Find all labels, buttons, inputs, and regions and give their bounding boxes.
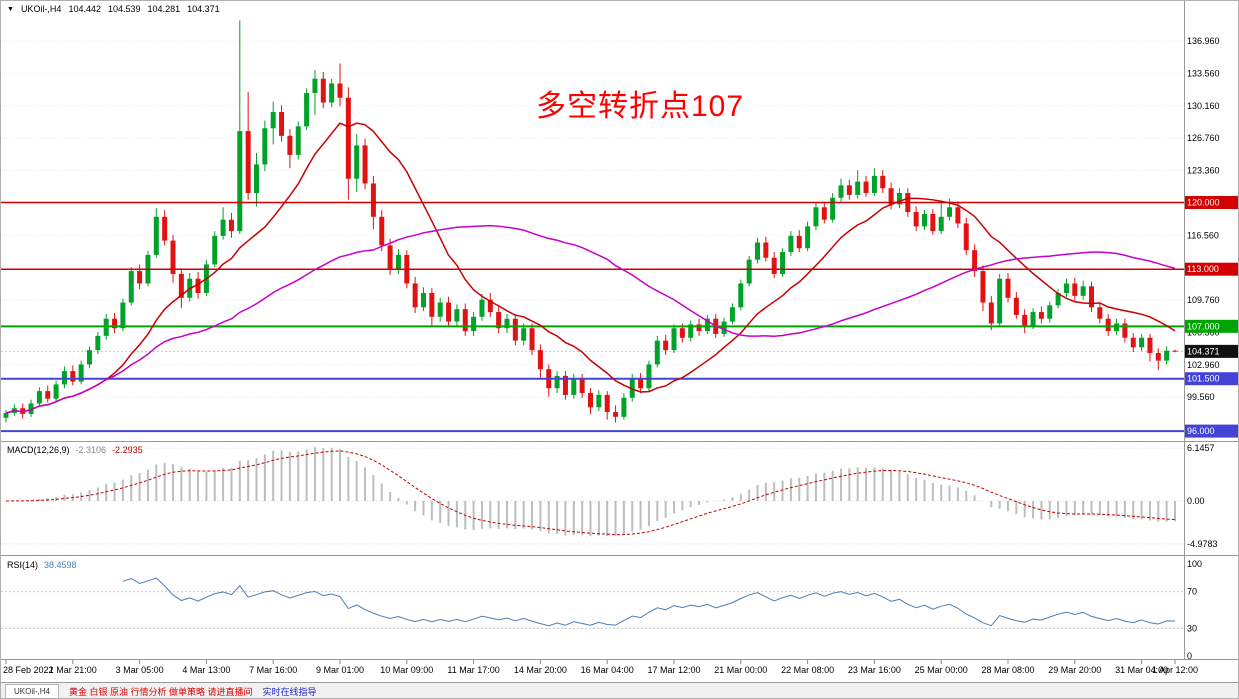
rsi-value: 38.4598: [44, 560, 77, 570]
footer-ticker-blue: 实时在线指导: [262, 687, 317, 697]
svg-text:-4.9783: -4.9783: [1187, 539, 1218, 549]
svg-text:7 Mar 16:00: 7 Mar 16:00: [249, 665, 297, 675]
ohlc-open: 104.442: [68, 4, 101, 14]
svg-text:1 Mar 21:00: 1 Mar 21:00: [49, 665, 97, 675]
svg-text:0: 0: [1187, 651, 1192, 661]
price-levels[interactable]: 120.000 113.000 107.000 101.500 96.000: [1, 196, 1239, 438]
symbol-marker-icon: ▼: [7, 5, 14, 13]
rsi-line: [122, 577, 1176, 627]
svg-text:99.560: 99.560: [1187, 392, 1215, 402]
svg-text:6.1457: 6.1457: [1187, 443, 1215, 453]
svg-text:109.760: 109.760: [1187, 295, 1220, 305]
symbol-timeframe: UKOil-,H4: [20, 4, 62, 14]
ohlc-close: 104.371: [187, 4, 220, 14]
ohlc-low: 104.281: [147, 4, 181, 14]
sma-13-line: [5, 122, 1176, 414]
svg-text:25 Mar 00:00: 25 Mar 00:00: [915, 665, 968, 675]
svg-text:4 Mar 13:00: 4 Mar 13:00: [182, 665, 230, 675]
chart-canvas[interactable]: 136.960 133.560 130.160 126.760 123.360 116.5…: [1, 1, 1239, 682]
svg-text:16 Mar 04:00: 16 Mar 04:00: [581, 665, 634, 675]
svg-text:23 Mar 16:00: 23 Mar 16:00: [848, 665, 901, 675]
svg-text:133.560: 133.560: [1187, 68, 1220, 78]
svg-text:21 Mar 00:00: 21 Mar 00:00: [714, 665, 767, 675]
svg-text:126.760: 126.760: [1187, 133, 1220, 143]
svg-text:14 Mar 20:00: 14 Mar 20:00: [514, 665, 567, 675]
svg-text:130.160: 130.160: [1187, 101, 1220, 111]
rsi-name: RSI(14): [7, 560, 39, 570]
svg-text:17 Mar 12:00: 17 Mar 12:00: [647, 665, 700, 675]
sma-45-line: [5, 224, 1176, 414]
svg-text:100: 100: [1187, 559, 1202, 569]
svg-text:28 Mar 08:00: 28 Mar 08:00: [981, 665, 1034, 675]
svg-text:31 Mar 04:00: 31 Mar 04:00: [1115, 665, 1168, 675]
svg-text:116.560: 116.560: [1187, 230, 1219, 240]
footer-ticker-red: 黄金 白银 原油 行情分析 做单策略 请进直播间: [69, 687, 253, 697]
panel-separators: [1, 1, 1238, 660]
svg-text:9 Mar 01:00: 9 Mar 01:00: [316, 665, 364, 675]
svg-text:120.000: 120.000: [1187, 198, 1220, 208]
svg-text:29 Mar 20:00: 29 Mar 20:00: [1048, 665, 1101, 675]
svg-text:96.000: 96.000: [1187, 426, 1215, 436]
current-price-badge: 104.371: [1185, 344, 1238, 358]
chart-annotation: 多空转折点107: [536, 90, 745, 123]
svg-text:10 Mar 09:00: 10 Mar 09:00: [380, 665, 433, 675]
macd-indicator-label: MACD(12,26,9) -2.3106 -2.2935: [7, 445, 143, 455]
svg-text:22 Mar 08:00: 22 Mar 08:00: [781, 665, 834, 675]
svg-text:102.960: 102.960: [1187, 360, 1220, 370]
macd-name: MACD(12,26,9): [7, 445, 70, 455]
svg-text:123.360: 123.360: [1187, 166, 1220, 176]
symbol-ohlc-header: ▼ UKOil-,H4 104.442 104.539 104.281 104.…: [7, 4, 220, 14]
svg-text:28 Feb 2022: 28 Feb 2022: [3, 665, 54, 675]
svg-text:107.000: 107.000: [1187, 321, 1220, 331]
svg-text:70: 70: [1187, 587, 1197, 597]
chart-tab[interactable]: UKOil-,H4: [5, 684, 60, 698]
svg-text:136.960: 136.960: [1187, 36, 1220, 46]
svg-text:30: 30: [1187, 623, 1197, 633]
chart-tab-bar: UKOil-,H4 黄金 白银 原油 行情分析 做单策略 请进直播间 实时在线指…: [1, 682, 1238, 698]
svg-text:101.500: 101.500: [1187, 374, 1220, 384]
macd-signal-value: -2.2935: [112, 445, 143, 455]
svg-text:104.371: 104.371: [1187, 346, 1220, 356]
svg-text:11 Mar 17:00: 11 Mar 17:00: [447, 665, 499, 675]
svg-text:113.000: 113.000: [1187, 264, 1219, 274]
svg-text:0.00: 0.00: [1187, 496, 1205, 506]
svg-text:1 Apr 12:00: 1 Apr 12:00: [1152, 665, 1198, 675]
svg-text:3 Mar 05:00: 3 Mar 05:00: [116, 665, 164, 675]
macd-panel[interactable]: 6.1457 0.00 -4.9783: [1, 443, 1218, 549]
rsi-panel[interactable]: 100 70 30 0: [1, 559, 1202, 661]
rsi-indicator-label: RSI(14) 38.4598: [7, 560, 77, 570]
macd-value: -2.3106: [75, 445, 107, 455]
ohlc-high: 104.539: [108, 4, 141, 14]
